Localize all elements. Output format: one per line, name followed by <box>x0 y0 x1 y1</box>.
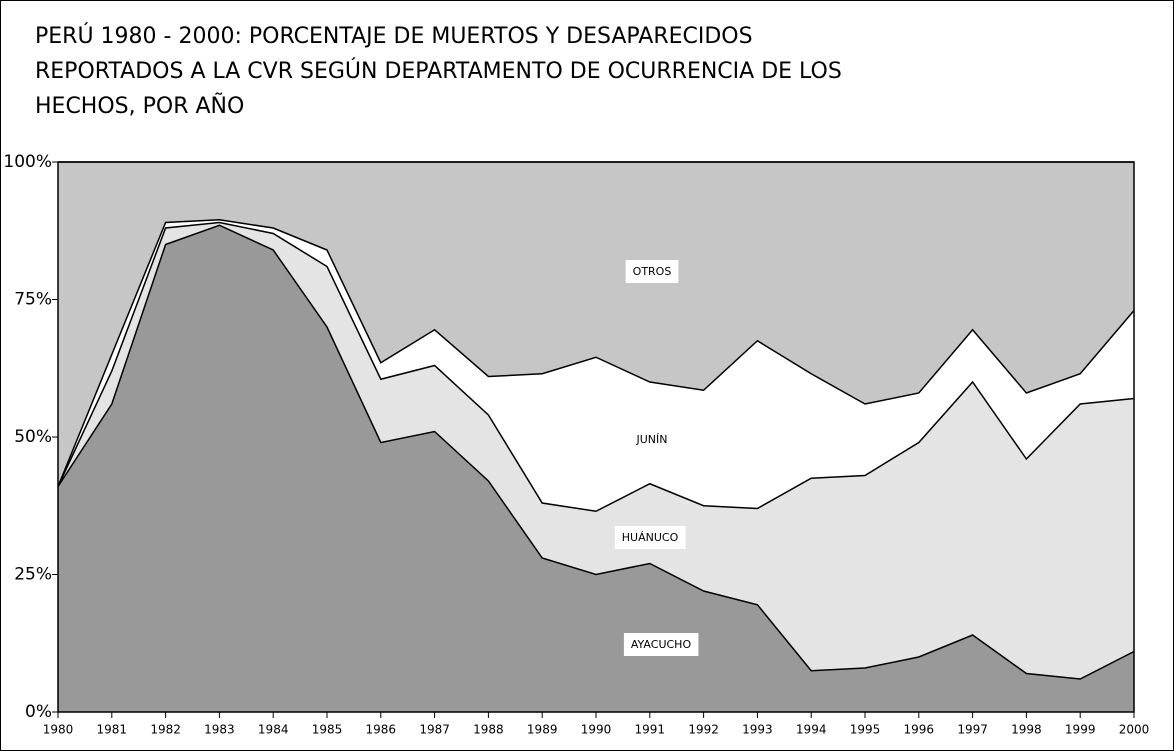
x-tick-label: 1995 <box>850 723 881 737</box>
area <box>58 219 1134 512</box>
series-boundary <box>57 221 1135 513</box>
x-tick-label: 1998 <box>1011 723 1042 737</box>
chart-title: PERÚ 1980 - 2000: PORCENTAJE DE MUERTOS … <box>35 23 753 49</box>
area <box>58 222 1134 679</box>
x-tick-label: 1997 <box>957 723 988 737</box>
area <box>58 225 1134 712</box>
x-tick-label: 1991 <box>635 723 666 737</box>
series-label: HUÁNUCO <box>622 531 679 544</box>
x-tick-label: 1992 <box>688 723 719 737</box>
y-tick-label: 100% <box>3 152 52 172</box>
y-tick-label: 50% <box>14 427 52 447</box>
x-tick-label: 1990 <box>581 723 612 737</box>
x-tick-label: 1985 <box>312 723 343 737</box>
x-tick-label: 1986 <box>366 723 397 737</box>
series-label: JUNÍN <box>636 433 668 446</box>
x-tick-label: 1981 <box>97 723 128 737</box>
x-tick-label: 1983 <box>204 723 235 737</box>
x-tick-label: 1984 <box>258 723 289 737</box>
series-label-box <box>625 260 679 283</box>
x-tick-label: 1988 <box>473 723 504 737</box>
x-tick-label: 1989 <box>527 723 558 737</box>
y-tick-label: 25% <box>14 565 52 585</box>
series-label-box <box>623 633 699 656</box>
series-label: OTROS <box>633 265 672 278</box>
x-tick-label: 1982 <box>150 723 181 737</box>
chart-title: REPORTADOS A LA CVR SEGÚN DEPARTAMENTO D… <box>35 58 842 84</box>
x-tick-label: 1987 <box>419 723 450 737</box>
series-label-box <box>614 526 686 549</box>
series-label: AYACUCHO <box>631 638 692 651</box>
series-label-box <box>628 428 675 451</box>
x-tick-label: 1996 <box>904 723 935 737</box>
x-tick-label: 1993 <box>742 723 773 737</box>
y-tick-label: 75% <box>14 290 52 310</box>
y-tick-label: 0% <box>25 702 52 722</box>
x-tick-label: 1999 <box>1065 723 1096 737</box>
x-tick-label: 2000 <box>1119 723 1150 737</box>
x-tick-label: 1994 <box>796 723 827 737</box>
area <box>58 162 1134 487</box>
series-boundary <box>57 218 1135 487</box>
chart-title: HECHOS, POR AÑO <box>35 92 244 119</box>
series-boundary <box>57 224 1135 680</box>
x-tick-label: 1980 <box>43 723 74 737</box>
